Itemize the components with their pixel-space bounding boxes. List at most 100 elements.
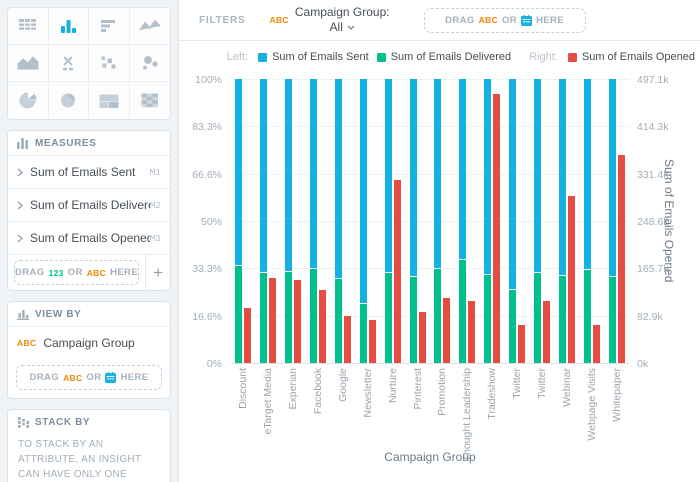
bar-group[interactable] [405, 79, 430, 363]
emails-delivered-bar[interactable] [285, 270, 293, 363]
emails-sent-bar[interactable] [608, 79, 616, 277]
left-axis-tick: 16.6% [192, 310, 222, 323]
bar-group[interactable] [281, 79, 306, 363]
vis-type-line-chart-icon[interactable] [129, 8, 170, 45]
emails-delivered-bar[interactable] [484, 273, 492, 363]
emails-delivered-bar[interactable] [558, 274, 566, 363]
emails-opened-bar[interactable] [319, 290, 327, 363]
vis-type-column-chart-icon[interactable] [48, 8, 89, 45]
emails-sent-bar[interactable] [484, 79, 492, 274]
bar-group[interactable] [579, 79, 604, 363]
emails-sent-bar[interactable] [384, 79, 392, 273]
emails-opened-bar[interactable] [468, 301, 476, 363]
emails-delivered-bar[interactable] [434, 267, 442, 363]
emails-delivered-bar[interactable] [459, 259, 467, 363]
emails-opened-bar[interactable] [567, 195, 575, 363]
bar-group[interactable] [256, 79, 281, 363]
x-axis-title: Campaign Group [384, 450, 476, 464]
emails-opened-bar[interactable] [418, 311, 426, 363]
emails-sent-bar[interactable] [434, 79, 442, 268]
vis-type-area-chart-icon[interactable] [8, 45, 49, 82]
emails-sent-bar[interactable] [310, 79, 318, 268]
measure-label: Sum of Emails Sent [30, 165, 136, 179]
x-axis-label: Newsletter [361, 368, 374, 418]
add-measure-button[interactable]: + [145, 255, 170, 290]
bar-group[interactable] [455, 79, 480, 363]
measure-item-emails-opened[interactable]: Sum of Emails Opened M3 [8, 221, 170, 254]
emails-opened-bar[interactable] [393, 179, 401, 363]
emails-delivered-bar[interactable] [310, 267, 318, 363]
emails-delivered-bar[interactable] [359, 303, 367, 363]
emails-opened-bar[interactable] [542, 301, 550, 363]
bar-group[interactable] [480, 79, 505, 363]
emails-delivered-bar[interactable] [384, 272, 392, 363]
vis-type-pie-chart-icon[interactable] [8, 82, 49, 119]
emails-sent-bar[interactable] [409, 79, 417, 277]
emails-opened-bar[interactable] [368, 320, 376, 363]
emails-sent-bar[interactable] [533, 79, 541, 273]
emails-delivered-bar[interactable] [260, 272, 268, 363]
x-axis-label: Whitepaper [610, 368, 623, 422]
chevron-right-icon[interactable] [17, 234, 23, 243]
emails-delivered-bar[interactable] [608, 276, 616, 363]
emails-sent-bar[interactable] [359, 79, 367, 304]
drop-zone-text: OR [502, 14, 518, 26]
emails-opened-bar[interactable] [443, 297, 451, 363]
view-by-attribute-campaign-group[interactable]: ABC Campaign Group [8, 326, 170, 359]
vis-type-bar-chart-icon[interactable] [89, 8, 130, 45]
emails-sent-bar[interactable] [509, 79, 517, 290]
campaign-group-filter-chip[interactable]: ABC Campaign Group: All [270, 5, 390, 35]
legend-item-emails-delivered[interactable]: Sum of Emails Delivered [376, 51, 511, 63]
vis-type-donut-chart-icon[interactable] [48, 82, 89, 119]
bar-group[interactable] [430, 79, 455, 363]
emails-sent-bar[interactable] [285, 79, 293, 271]
emails-opened-bar[interactable] [294, 280, 302, 363]
measure-label: Sum of Emails Delivered [30, 198, 150, 212]
bar-group[interactable] [505, 79, 530, 363]
attribute-label: Campaign Group [43, 336, 135, 350]
emails-delivered-bar[interactable] [509, 289, 517, 363]
vis-type-heatmap-icon[interactable] [129, 82, 170, 119]
chevron-right-icon[interactable] [17, 201, 23, 210]
view-by-drop-zone[interactable]: DRAG ABC OR HERE [16, 365, 162, 390]
bar-group[interactable] [380, 79, 405, 363]
emails-delivered-bar[interactable] [334, 277, 342, 363]
vis-type-table-icon[interactable] [8, 8, 49, 45]
emails-sent-bar[interactable] [583, 79, 591, 270]
vis-type-treemap-icon[interactable] [89, 82, 130, 119]
emails-delivered-bar[interactable] [409, 276, 417, 363]
attribute-token-icon: ABC [478, 15, 498, 25]
emails-opened-bar[interactable] [343, 315, 351, 363]
measure-drop-zone[interactable]: DRAG 123 OR ABC HERE [14, 260, 140, 285]
bar-group[interactable] [306, 79, 331, 363]
emails-opened-bar[interactable] [493, 94, 501, 363]
emails-opened-bar[interactable] [592, 324, 600, 363]
emails-opened-bar[interactable] [244, 307, 252, 363]
emails-sent-bar[interactable] [558, 79, 566, 275]
emails-opened-bar[interactable] [269, 277, 277, 363]
vis-type-bubble-chart-icon[interactable] [129, 45, 170, 82]
emails-opened-bar[interactable] [617, 155, 625, 363]
measure-item-emails-delivered[interactable]: Sum of Emails Delivered M2 [8, 188, 170, 221]
legend-item-emails-opened[interactable]: Sum of Emails Opened [567, 51, 695, 63]
vis-type-scatter-plot-icon[interactable] [89, 45, 130, 82]
emails-sent-bar[interactable] [334, 79, 342, 278]
measure-item-emails-sent[interactable]: Sum of Emails Sent M1 [8, 155, 170, 188]
emails-delivered-bar[interactable] [235, 265, 243, 363]
filter-drop-zone[interactable]: DRAG ABC OR HERE [423, 7, 586, 33]
bar-group[interactable] [231, 79, 256, 363]
vis-type-headline-icon[interactable] [48, 45, 89, 82]
bar-group[interactable] [530, 79, 555, 363]
chevron-right-icon[interactable] [17, 168, 23, 177]
bar-group[interactable] [331, 79, 356, 363]
legend-item-emails-sent[interactable]: Sum of Emails Sent [258, 51, 369, 63]
emails-delivered-bar[interactable] [533, 272, 541, 363]
emails-sent-bar[interactable] [260, 79, 268, 273]
emails-opened-bar[interactable] [518, 325, 526, 363]
emails-sent-bar[interactable] [235, 79, 243, 266]
emails-delivered-bar[interactable] [583, 269, 591, 363]
bar-group[interactable] [355, 79, 380, 363]
bar-group[interactable] [604, 79, 629, 363]
emails-sent-bar[interactable] [459, 79, 467, 260]
bar-group[interactable] [554, 79, 579, 363]
